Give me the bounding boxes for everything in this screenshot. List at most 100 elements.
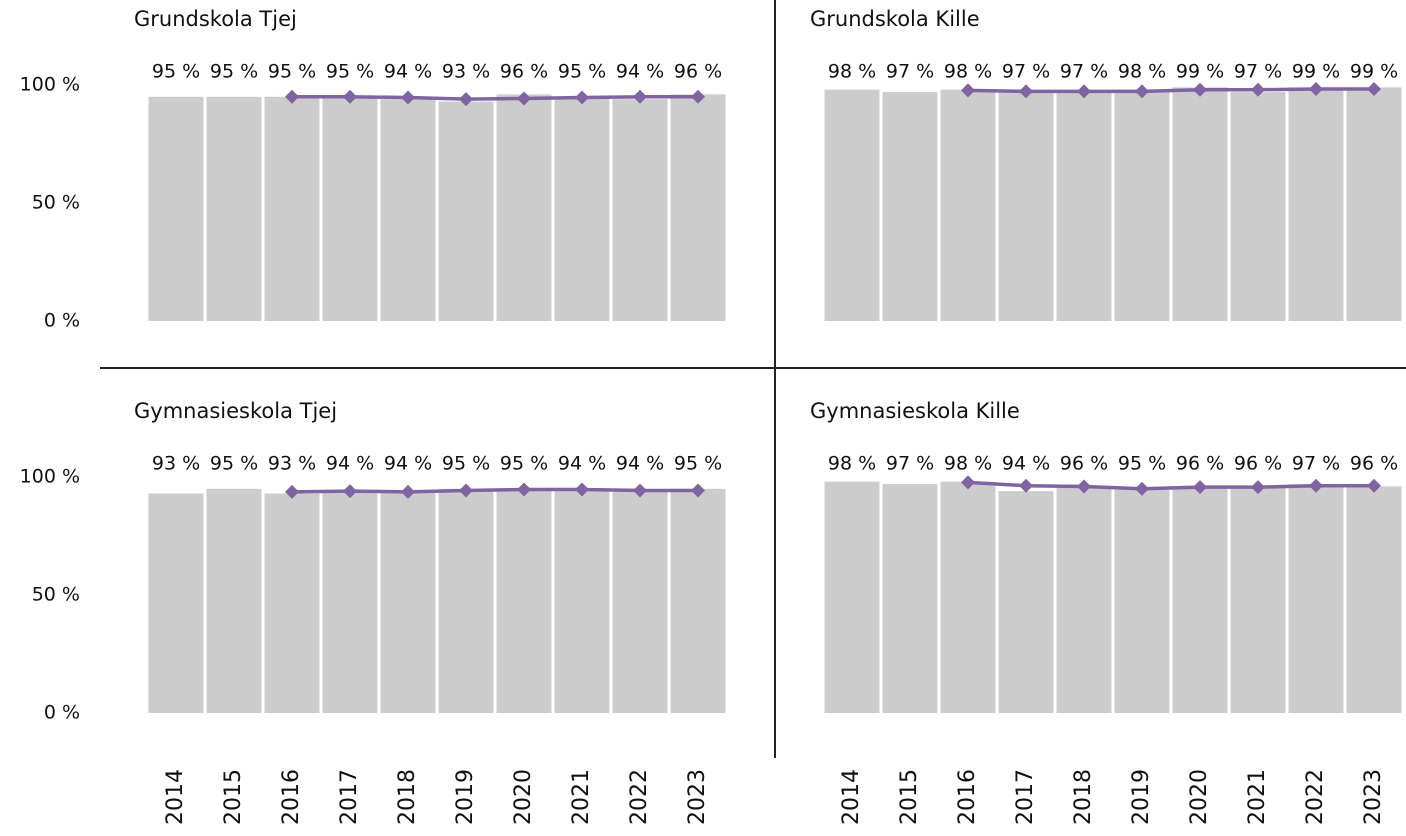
bar: [998, 92, 1054, 321]
x-tick-label: 2020: [511, 769, 536, 825]
y-tick-label: 50 %: [32, 584, 80, 606]
bar: [940, 481, 996, 713]
line-marker: [1077, 84, 1091, 99]
value-label: 95 %: [558, 61, 606, 83]
value-label: 98 %: [828, 61, 876, 83]
bar: [670, 94, 726, 321]
bar: [206, 488, 262, 713]
x-tick-label: 2015: [897, 769, 922, 825]
x-tick-label: 2017: [1013, 769, 1038, 825]
value-label: 94 %: [558, 453, 606, 475]
value-label: 97 %: [886, 61, 934, 83]
bar: [554, 491, 610, 713]
line-marker: [1251, 480, 1265, 495]
value-label: 98 %: [944, 61, 992, 83]
bar: [612, 491, 668, 713]
line-marker: [1077, 479, 1091, 494]
value-label: 96 %: [1350, 453, 1398, 475]
value-label: 95 %: [210, 61, 258, 83]
value-label: 95 %: [268, 61, 316, 83]
x-tick-label: 2018: [395, 769, 420, 825]
value-label: 94 %: [616, 61, 664, 83]
bar: [496, 94, 552, 321]
line-marker: [343, 89, 357, 104]
value-label: 96 %: [1234, 453, 1282, 475]
x-tick-label: 2014: [839, 769, 864, 825]
value-label: 93 %: [442, 61, 490, 83]
line-marker: [1251, 82, 1265, 97]
value-label: 94 %: [1002, 453, 1050, 475]
line-marker: [459, 92, 473, 107]
bar: [882, 484, 938, 713]
bar: [670, 488, 726, 713]
x-tick-label: 2022: [1303, 769, 1328, 825]
value-label: 99 %: [1350, 61, 1398, 83]
value-label: 97 %: [1234, 61, 1282, 83]
bar: [438, 488, 494, 713]
x-tick-label: 2022: [627, 769, 652, 825]
bar: [1172, 486, 1228, 713]
line-marker: [1367, 478, 1381, 493]
line-marker: [517, 91, 531, 106]
value-label: 97 %: [1292, 453, 1340, 475]
x-tick-label: 2019: [453, 769, 478, 825]
value-label: 94 %: [616, 453, 664, 475]
bar: [882, 92, 938, 321]
bar: [148, 493, 204, 713]
value-label: 94 %: [326, 453, 374, 475]
line-marker: [633, 89, 647, 104]
bar: [380, 99, 436, 321]
x-tick-label: 2014: [163, 769, 188, 825]
line-marker: [1135, 84, 1149, 99]
bar: [1114, 89, 1170, 321]
y-tick-label: 0 %: [44, 310, 80, 332]
x-tick-label: 2019: [1129, 769, 1154, 825]
value-label: 99 %: [1176, 61, 1224, 83]
line: [967, 480, 1374, 491]
bar: [612, 99, 668, 321]
value-label: 95 %: [326, 61, 374, 83]
line-marker: [1019, 84, 1033, 99]
line-marker: [285, 89, 299, 104]
bar: [380, 491, 436, 713]
bar: [998, 491, 1054, 713]
y-tick-label: 50 %: [32, 192, 80, 214]
value-label: 95 %: [674, 453, 722, 475]
value-label: 93 %: [152, 453, 200, 475]
value-label: 98 %: [828, 453, 876, 475]
line-marker: [1309, 478, 1323, 493]
line: [967, 87, 1374, 94]
x-tick-label: 2015: [221, 769, 246, 825]
line-marker: [517, 482, 531, 497]
bar: [148, 96, 204, 321]
bar: [1230, 92, 1286, 321]
line-marker: [575, 482, 589, 497]
value-label: 95 %: [210, 453, 258, 475]
bar: [1056, 486, 1112, 713]
panel-title: Grundskola Tjej: [134, 7, 297, 31]
line-marker: [961, 475, 975, 490]
bar: [322, 491, 378, 713]
line-marker: [401, 484, 415, 499]
x-tick-label: 2021: [1245, 769, 1270, 825]
y-tick-label: 100 %: [20, 466, 80, 488]
value-label: 96 %: [1060, 453, 1108, 475]
x-tick-label: 2016: [955, 769, 980, 825]
x-tick-label: 2017: [337, 769, 362, 825]
bar: [206, 96, 262, 321]
line: [292, 95, 698, 101]
value-label: 95 %: [500, 453, 548, 475]
bar: [554, 96, 610, 321]
y-tick-label: 100 %: [20, 74, 80, 96]
bar: [264, 96, 320, 321]
line-marker: [691, 89, 705, 104]
value-label: 99 %: [1292, 61, 1340, 83]
value-label: 96 %: [500, 61, 548, 83]
bar: [824, 481, 880, 713]
line: [291, 487, 698, 494]
bar: [496, 488, 552, 713]
bar: [1172, 87, 1228, 321]
line-marker: [691, 483, 705, 498]
